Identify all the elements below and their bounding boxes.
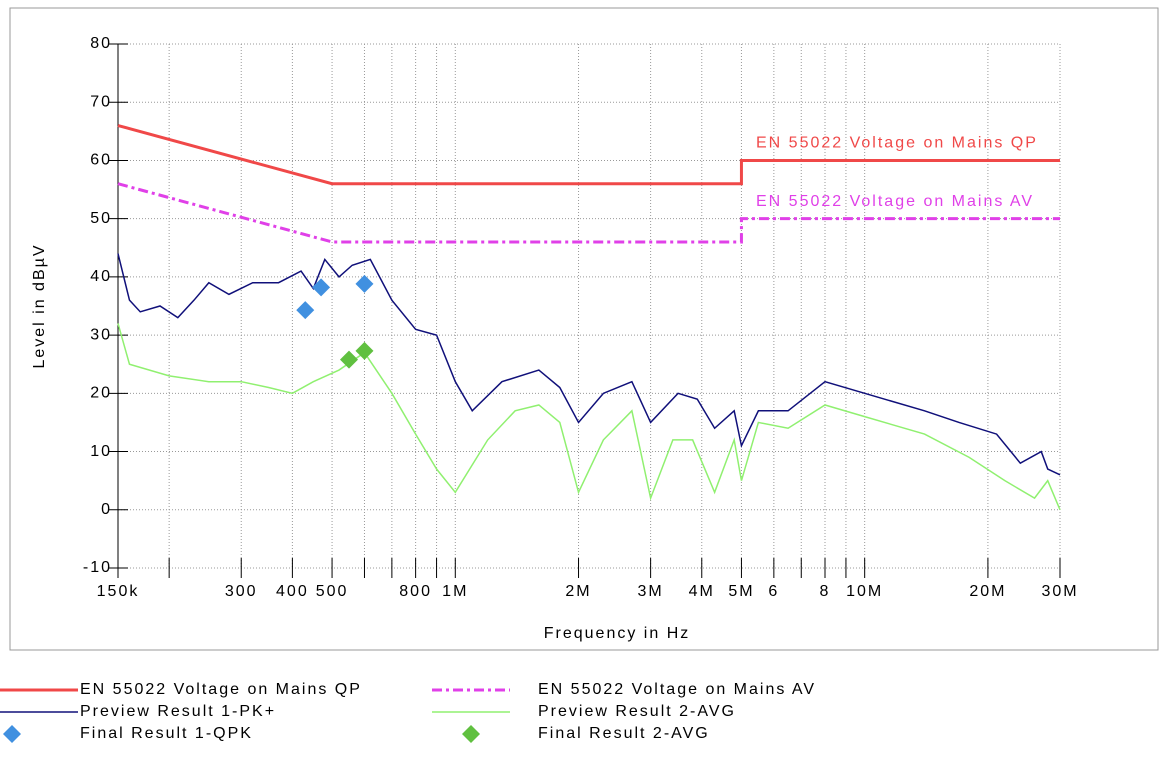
y-tick-label: 20 <box>90 385 112 402</box>
x-tick-label: 2M <box>565 583 591 600</box>
legend-label: Final Result 2-AVG <box>538 725 710 742</box>
marker <box>355 274 374 293</box>
annotation: EN 55022 Voltage on Mains AV <box>756 193 1034 210</box>
x-axis-label: Frequency in Hz <box>544 625 691 642</box>
legend-label: EN 55022 Voltage on Mains QP <box>80 681 362 698</box>
x-tick-label: 30M <box>1041 583 1078 600</box>
y-tick-label: 50 <box>90 210 112 227</box>
x-tick-label: 5M <box>728 583 754 600</box>
y-tick-label: 0 <box>101 501 112 518</box>
annotation: EN 55022 Voltage on Mains QP <box>756 135 1038 152</box>
marker <box>312 278 331 297</box>
x-tick-label: 8 <box>820 583 831 600</box>
frame <box>9 7 1159 651</box>
x-tick-label: 300 <box>225 583 258 600</box>
legend-label: Final Result 1-QPK <box>80 725 253 742</box>
legend-marker <box>462 725 480 743</box>
y-tick-label: 70 <box>90 93 112 110</box>
legend-label: Preview Result 1-PK+ <box>80 703 276 720</box>
x-tick-label: 10M <box>846 583 883 600</box>
series-line <box>117 323 1061 511</box>
marker <box>355 341 374 360</box>
marker <box>296 301 315 320</box>
x-tick-label: 1M <box>442 583 468 600</box>
x-tick-label: 6 <box>768 583 779 600</box>
legend-marker <box>3 725 21 743</box>
y-tick-label: 10 <box>90 443 112 460</box>
series-line <box>117 182 1060 244</box>
y-axis-label: Level in dBµV <box>31 243 48 368</box>
series-line <box>117 124 1060 186</box>
y-tick-label: 30 <box>90 326 112 343</box>
x-tick-label: 800 <box>399 583 432 600</box>
legend-label: Preview Result 2-AVG <box>538 703 736 720</box>
series-line <box>117 253 1061 476</box>
x-tick-label: 20M <box>969 583 1006 600</box>
x-tick-label: 150k <box>97 583 140 600</box>
marker <box>340 350 359 369</box>
y-tick-label: -10 <box>83 559 112 576</box>
x-tick-label: 4M <box>689 583 715 600</box>
y-tick-label: 80 <box>90 35 112 52</box>
legend-label: EN 55022 Voltage on Mains AV <box>538 681 816 698</box>
y-tick-label: 40 <box>90 268 112 285</box>
x-tick-label: 500 <box>316 583 349 600</box>
x-tick-label: 3M <box>638 583 664 600</box>
x-tick-label: 400 <box>276 583 309 600</box>
y-tick-label: 60 <box>90 152 112 169</box>
